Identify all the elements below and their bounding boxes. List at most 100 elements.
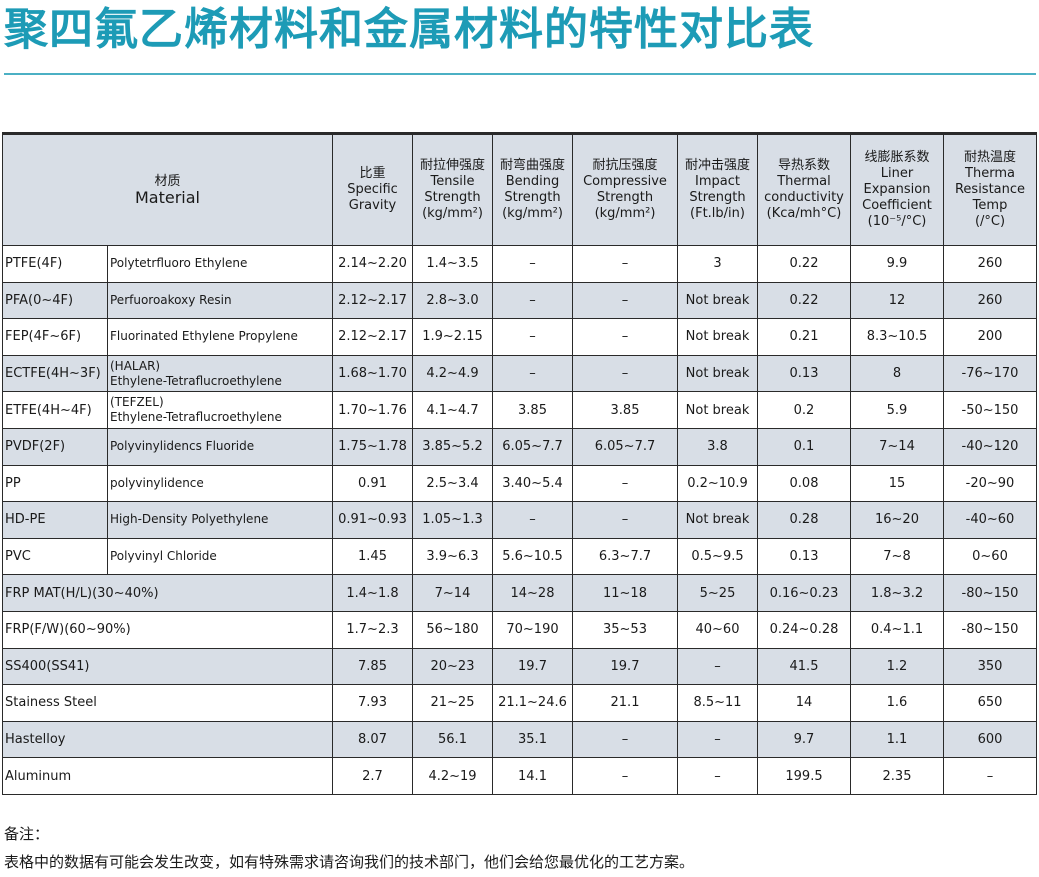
property-value: 1.05~1.3 <box>412 501 493 539</box>
material-name: Perfuoroakoxy Resin <box>107 281 333 320</box>
property-value: – <box>572 464 678 503</box>
property-value: 1.1 <box>850 720 944 759</box>
column-header-en: Temp <box>972 198 1008 213</box>
property-value: 21.1 <box>572 684 678 722</box>
property-value: 8.07 <box>332 720 413 759</box>
property-value: -20~90 <box>943 464 1037 503</box>
material-name-line: Polyvinyl Chloride <box>110 549 217 564</box>
property-value: 3.85~5.2 <box>412 427 493 466</box>
property-value: 1.4~3.5 <box>412 245 493 283</box>
property-value: – <box>492 245 573 283</box>
property-value: – <box>572 318 678 356</box>
property-value: – <box>572 245 678 283</box>
notes-label: 备注： <box>4 825 50 843</box>
material-name-line: Polytetrfluoro Ethylene <box>110 256 248 271</box>
table-row: Hastelloy 8.07 56.1 35.1– –9.7 1.1 600 <box>2 720 1037 759</box>
column-header-zh: 耐弯曲强度 <box>499 158 565 173</box>
notes-text: 表格中的数据有可能会发生改变，如有特殊需求请咨询我们的技术部门，他们会给您最优化… <box>4 853 695 871</box>
property-value: Not break <box>677 391 758 429</box>
property-value: 20~23 <box>412 647 493 686</box>
material-name-line: Ethylene-Tetraflucroethylene <box>110 373 282 388</box>
property-value: 3.8 <box>677 427 758 466</box>
material-name-line: polyvinylidence <box>110 475 204 490</box>
table-row: Aluminum 2.7 4.2~19 14.1– –199.5 2.35– <box>2 757 1037 795</box>
property-value: 56.1 <box>412 720 493 759</box>
column-header-en: (10⁻⁵/°C) <box>867 214 927 229</box>
property-value: 5.6~10.5 <box>492 537 573 576</box>
property-value: Not break <box>677 354 758 393</box>
material-name: (HALAR) Ethylene-Tetraflucroethylene <box>107 354 333 393</box>
material-code: PVDF(2F) <box>2 427 108 466</box>
property-value: 6.3~7.7 <box>572 537 678 576</box>
column-header-en: (kg/mm²) <box>594 206 656 221</box>
material-name: Polyvinyl Chloride <box>107 537 333 576</box>
property-value: 1.7~2.3 <box>332 610 413 649</box>
material-name: polyvinylidence <box>107 464 333 503</box>
property-value: Not break <box>677 318 758 356</box>
column-header: 导热系数 Thermal conductivity (Kca/mh°C) <box>757 132 851 246</box>
property-value: – <box>572 757 678 795</box>
property-value: 9.9 <box>850 245 944 283</box>
property-value: 8.3~10.5 <box>850 318 944 356</box>
header-row: 材质 Material 比重 Specific Gravity 耐拉伸强度 Tensil… <box>2 132 1037 246</box>
property-value: 6.05~7.7 <box>492 427 573 466</box>
material-code: HD-PE <box>2 501 108 539</box>
column-header: 耐冲击强度 Impact Strength (Ft.lb/in) <box>677 132 758 246</box>
material-code: PFA(0~4F) <box>2 281 108 320</box>
property-value: 35~53 <box>572 610 678 649</box>
property-value: 5~25 <box>677 574 758 612</box>
table-body: PTFE(4F) Polytetrfluoro Ethylene 2.14~2.20… <box>2 245 1037 795</box>
material-name: High-Density Polyethylene <box>107 501 333 539</box>
property-value: 1.6 <box>850 684 944 722</box>
property-value: 14 <box>757 684 851 722</box>
material-code: FRP MAT(H/L)(30~40%) <box>2 574 333 612</box>
property-value: 2.5~3.4 <box>412 464 493 503</box>
property-value: 2.14~2.20 <box>332 245 413 283</box>
material-name: Polyvinylidencs Fluoride <box>107 427 333 466</box>
property-value: Not break <box>677 501 758 539</box>
column-header: 耐热温度 Therma Resistance Temp (/°C) <box>943 132 1037 246</box>
material-code: PVC <box>2 537 108 576</box>
table-row: PVC Polyvinyl Chloride 1.45 3.9~6.3 5.6~10.5… <box>2 537 1037 576</box>
property-value: 7~14 <box>412 574 493 612</box>
material-header-zh: 材质 <box>154 174 181 189</box>
property-value: -50~150 <box>943 391 1037 429</box>
material-code: ETFE(4H~4F) <box>2 391 108 429</box>
material-name-line: Fluorinated Ethylene Propylene <box>110 329 298 344</box>
property-value: 0.24~0.28 <box>757 610 851 649</box>
property-value: 70~190 <box>492 610 573 649</box>
property-value: 0.08 <box>757 464 851 503</box>
property-value: 8 <box>850 354 944 393</box>
property-value: 0.13 <box>757 354 851 393</box>
column-header-zh: 耐拉伸强度 <box>419 158 485 173</box>
property-value: 19.7 <box>492 647 573 686</box>
property-value: 12 <box>850 281 944 320</box>
property-value: 3.9~6.3 <box>412 537 493 576</box>
column-header-zh: 比重 <box>359 166 386 181</box>
column-header-en: Strength <box>689 190 746 205</box>
material-name-line: Perfuoroakoxy Resin <box>110 292 232 307</box>
property-value: 600 <box>943 720 1037 759</box>
property-value: 1.8~3.2 <box>850 574 944 612</box>
title-divider <box>4 73 1036 75</box>
column-header-en: (Kca/mh°C) <box>766 206 842 221</box>
column-header-en: Compressive <box>583 174 667 189</box>
table-row: SS400(SS41) 7.85 20~23 19.7 19.7–41.5 1.2 350 <box>2 647 1037 686</box>
material-name-line: Ethylene-Tetraflucroethylene <box>110 410 282 425</box>
property-value: – <box>492 318 573 356</box>
comparison-table: 材质 Material 比重 Specific Gravity 耐拉伸强度 Tensil… <box>2 132 1037 795</box>
property-value: 1.4~1.8 <box>332 574 413 612</box>
material-name-line: (HALAR) <box>110 358 161 373</box>
material-name: Polytetrfluoro Ethylene <box>107 245 333 283</box>
property-value: 21.1~24.6 <box>492 684 573 722</box>
property-value: 0.22 <box>757 245 851 283</box>
property-value: 8.5~11 <box>677 684 758 722</box>
table-row: ETFE(4H~4F) (TEFZEL) Ethylene-Tetraflucroe… <box>2 391 1037 429</box>
column-header-en: Strength <box>596 190 654 205</box>
material-code: FRP(F/W)(60~90%) <box>2 610 333 649</box>
property-value: – <box>677 720 758 759</box>
property-value: 0.91~0.93 <box>332 501 413 539</box>
property-value: 7~14 <box>850 427 944 466</box>
page-title: 聚四氟乙烯材料和金属材料的特性对比表 <box>4 4 814 55</box>
material-code: Aluminum <box>2 757 333 795</box>
